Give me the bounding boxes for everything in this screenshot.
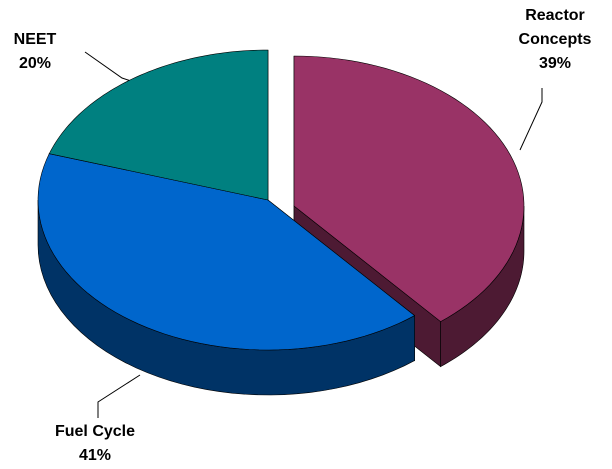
value-label: 20% [18, 55, 52, 72]
tops [37, 49, 525, 351]
category-label: Fuel Cycle [54, 423, 136, 440]
category-label: Reactor Concepts [518, 7, 592, 48]
leader-line [519, 88, 543, 151]
slice-label: Fuel Cycle 41% [20, 420, 170, 468]
slice [48, 49, 269, 201]
value-label: 39% [538, 55, 572, 72]
slice-label: Reactor Concepts 39% [490, 4, 612, 76]
value-label: 41% [78, 447, 112, 464]
slice [293, 55, 525, 322]
leader-line [97, 374, 141, 418]
slice [37, 153, 416, 351]
category-label: NEET [13, 31, 57, 48]
slice-label: NEET 20% [0, 28, 70, 76]
